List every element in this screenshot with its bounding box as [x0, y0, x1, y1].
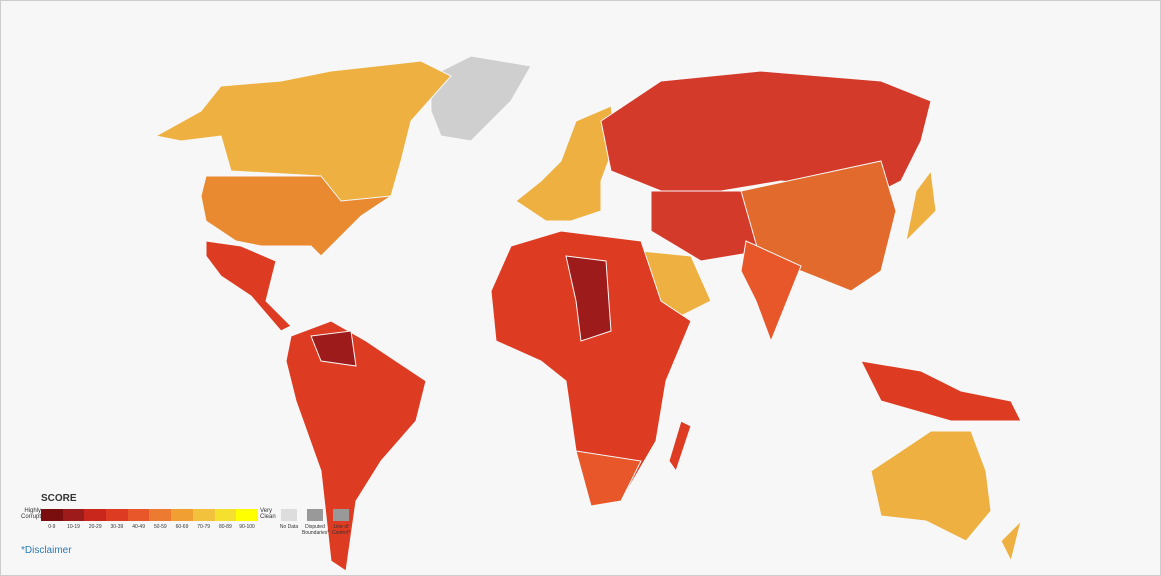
madagascar [668, 420, 692, 473]
southern-africa [575, 450, 642, 507]
legend-bin-label: 40-49 [132, 524, 145, 530]
legend-extra-label: Line of Control* [331, 524, 351, 536]
legend-title: SCORE [41, 493, 77, 504]
legend-swatch: 50-59 [149, 509, 172, 530]
legend-high-label: Very Clean [260, 508, 276, 520]
new-zealand [1000, 519, 1022, 563]
legend-bin-label: 0-9 [48, 524, 56, 530]
india [740, 240, 802, 343]
legend-bin-label: 80-89 [218, 524, 232, 530]
legend-extra-swatch [281, 509, 297, 521]
disclaimer-link[interactable]: *Disclaimer [21, 545, 72, 556]
venezuela [310, 330, 357, 367]
legend-swatch: 0-9 [41, 509, 63, 530]
legend-swatch: 60-69 [171, 509, 193, 530]
legend-bin-label: 30-39 [110, 524, 124, 530]
legend-swatch: 90-100 [236, 509, 258, 530]
southeast-asia [860, 360, 1022, 422]
legend-bar: 0-9 10-19 20-29 30-39 40-49 50-59 60-69 70-79 80… [41, 509, 258, 530]
libya-sudan [565, 255, 612, 342]
legend-extra-label: Disputed Boundaries* [302, 524, 330, 536]
australia [870, 430, 992, 542]
legend-extra: Line of Control* [328, 509, 354, 536]
legend-bin-label: 60-69 [175, 524, 189, 530]
legend-bin-label: 20-29 [88, 524, 102, 530]
legend-extra: No Data [276, 509, 302, 530]
legend-extra-swatch [333, 509, 349, 521]
legend-swatch: 40-49 [127, 509, 150, 530]
legend-extra-swatch [307, 509, 323, 521]
japan [905, 169, 937, 243]
legend-bin-label: 90-100 [239, 524, 255, 530]
greenland [430, 55, 532, 142]
legend-low-label: Highly Corrupt [20, 508, 41, 520]
legend-swatch: 30-39 [106, 509, 128, 530]
legend-swatch: 10-19 [62, 509, 85, 530]
legend-swatch: 80-89 [214, 509, 237, 530]
legend-swatch: 20-29 [84, 509, 107, 530]
legend-extra-label: No Data [279, 524, 299, 530]
central-america [205, 240, 292, 332]
canada [154, 60, 452, 207]
legend-extra: Disputed Boundaries* [302, 509, 330, 536]
legend-swatch: 70-79 [192, 509, 215, 530]
legend-bin-label: 70-79 [197, 524, 211, 530]
legend-bin-label: 50-59 [153, 524, 167, 530]
usa [200, 175, 392, 257]
south-america [285, 320, 427, 572]
legend-bin-label: 10-19 [67, 524, 80, 530]
